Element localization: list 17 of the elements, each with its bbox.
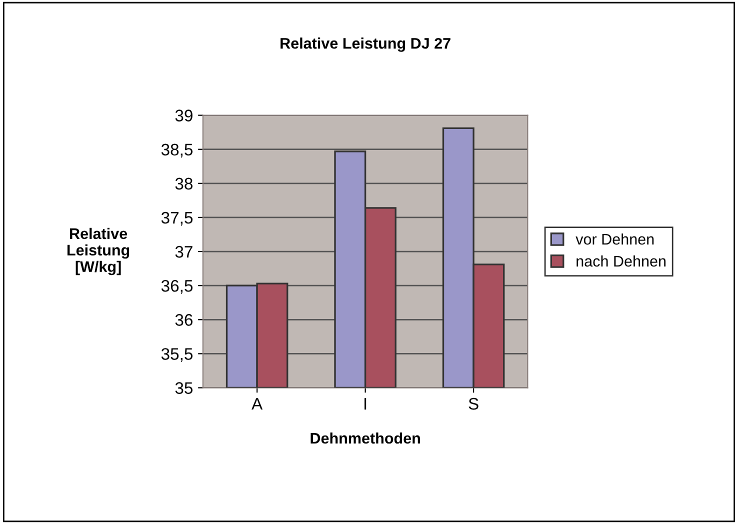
x-tick-label: A	[252, 398, 263, 410]
y-tick-label: 36	[175, 314, 192, 326]
y-axis-title: Relative Leistung [W/kg]	[67, 228, 130, 276]
x-axis-title: Dehnmethoden	[310, 432, 420, 444]
y-tick-label: 36,5	[161, 280, 193, 294]
x-tick-label: S	[468, 398, 478, 410]
chart-title: Relative Leistung DJ 27	[280, 38, 450, 52]
legend-label: vor Dehnen	[576, 233, 654, 245]
x-tick-label: I	[364, 398, 366, 410]
y-tick-label: 38	[175, 178, 193, 190]
y-tick-label: 37	[175, 246, 192, 258]
y-tick-label: 38,5	[161, 144, 193, 158]
legend-label: nach Dehnen	[576, 255, 666, 267]
y-tick-label: 35	[175, 382, 193, 394]
y-tick-label: 37,5	[161, 212, 193, 226]
y-tick-label: 35,5	[161, 348, 193, 362]
y-tick-label: 39	[175, 110, 192, 122]
